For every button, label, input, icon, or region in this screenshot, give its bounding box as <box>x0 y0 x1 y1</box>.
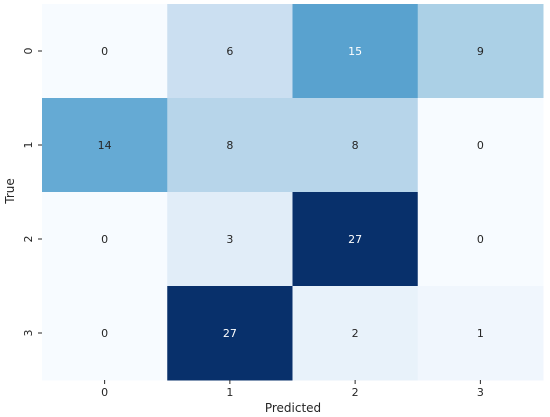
heatmap-cell-3-3 <box>417 286 544 381</box>
y-axis-label: True <box>3 178 17 205</box>
heatmap-cell-2-1 <box>167 192 293 287</box>
heatmap-cell-3-1 <box>167 286 293 381</box>
cell-value-2-1: 3 <box>226 233 233 246</box>
cell-value-0-0: 0 <box>101 45 108 58</box>
cell-value-3-1: 27 <box>223 327 237 340</box>
heatmap-cell-0-2 <box>292 4 419 99</box>
cell-value-2-0: 0 <box>101 233 108 246</box>
y-tick-label-0: 0 <box>22 48 35 55</box>
heatmap-cell-3-0 <box>42 286 168 381</box>
cell-value-3-2: 2 <box>352 327 359 340</box>
heatmap-cell-labels: 0 6 15 9 14 8 8 0 0 3 27 0 0 27 2 1 <box>98 45 484 340</box>
heatmap-cell-2-2 <box>292 192 419 287</box>
cell-value-0-2: 15 <box>348 45 362 58</box>
cell-value-2-3: 0 <box>477 233 484 246</box>
heatmap-cell-0-0 <box>42 4 168 99</box>
heatmap-cell-1-2 <box>292 98 419 193</box>
y-axis: 0 1 2 3 <box>22 48 42 337</box>
x-axis-label: Predicted <box>265 401 321 415</box>
x-tick-label-1: 1 <box>226 386 233 399</box>
heatmap-cell-3-2 <box>292 286 419 381</box>
x-tick-label-0: 0 <box>101 386 108 399</box>
heatmap-cell-2-0 <box>42 192 168 287</box>
y-tick-label-2: 2 <box>22 236 35 243</box>
heatmap-cell-0-3 <box>417 4 544 99</box>
cell-value-3-3: 1 <box>477 327 484 340</box>
cell-value-1-3: 0 <box>477 139 484 152</box>
cell-value-3-0: 0 <box>101 327 108 340</box>
heatmap-cell-0-1 <box>167 4 293 99</box>
heatmap-cell-1-0 <box>42 98 168 193</box>
cell-value-1-2: 8 <box>352 139 359 152</box>
cell-value-1-0: 14 <box>98 139 112 152</box>
y-tick-label-3: 3 <box>22 330 35 337</box>
cell-value-2-2: 27 <box>348 233 362 246</box>
heatmap-cell-2-3 <box>417 192 544 287</box>
heatmap-cell-1-1 <box>167 98 293 193</box>
x-tick-label-3: 3 <box>477 386 484 399</box>
cell-value-1-1: 8 <box>226 139 233 152</box>
cell-value-0-3: 9 <box>477 45 484 58</box>
cell-value-0-1: 6 <box>226 45 233 58</box>
x-tick-label-2: 2 <box>352 386 359 399</box>
y-tick-label-1: 1 <box>22 142 35 149</box>
heatmap-cells <box>42 4 544 381</box>
heatmap-cell-1-3 <box>417 98 544 193</box>
x-axis: 0 1 2 3 <box>101 380 484 399</box>
